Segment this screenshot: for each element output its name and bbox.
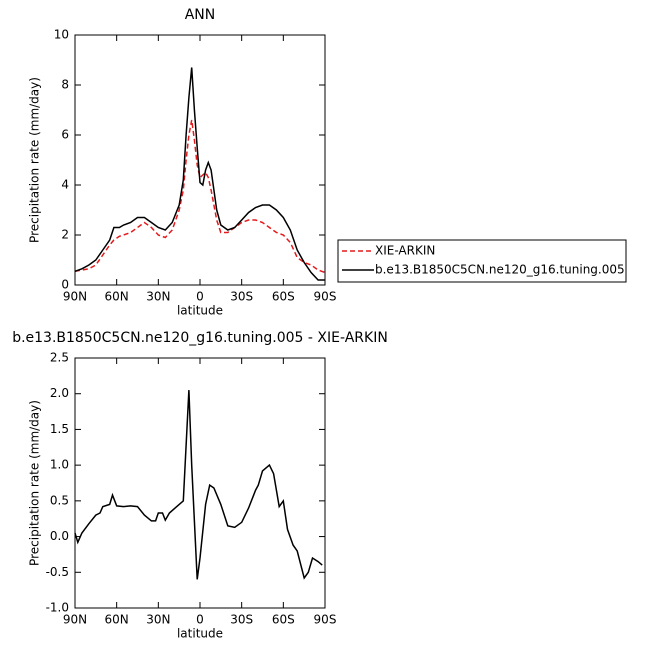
plot-frame xyxy=(74,34,326,286)
y-axis-label: Precipitation rate (mm/day) xyxy=(28,400,42,566)
y-tick-label: 6 xyxy=(61,128,69,142)
data-line xyxy=(74,390,323,580)
y-axis-label: Precipitation rate (mm/day) xyxy=(28,77,42,243)
x-tick-label: 60N xyxy=(105,290,129,304)
x-tick-label: 30S xyxy=(230,290,253,304)
legend-box xyxy=(337,239,627,283)
x-tick-label: 60S xyxy=(272,613,295,627)
y-tick-label: 2.0 xyxy=(50,386,69,400)
legend-label: b.e13.B1850C5CN.ne120_g16.tuning.005 xyxy=(375,263,625,277)
x-tick-label: 60S xyxy=(272,290,295,304)
y-tick-label: 2.5 xyxy=(50,351,69,365)
chart-title: ANN xyxy=(185,7,216,23)
data-line xyxy=(74,119,326,274)
y-tick-label: 10 xyxy=(54,28,69,42)
plot-frame xyxy=(74,357,326,609)
y-tick-label: 8 xyxy=(61,78,69,92)
chart-title: b.e13.B1850C5CN.ne120_g16.tuning.005 - X… xyxy=(12,330,388,346)
x-tick-label: 30S xyxy=(230,613,253,627)
y-tick-label: 0 xyxy=(61,278,69,292)
legend-label: XIE-ARKIN xyxy=(375,244,435,258)
y-tick-label: 0.5 xyxy=(50,493,69,507)
y-tick-label: 0.0 xyxy=(50,529,69,543)
y-tick-label: 2 xyxy=(61,228,69,242)
y-tick-label: -1.0 xyxy=(46,601,69,615)
x-tick-label: 0 xyxy=(196,613,204,627)
y-tick-label: 4 xyxy=(61,178,69,192)
x-tick-label: 30N xyxy=(146,613,170,627)
y-tick-label: 1.0 xyxy=(50,458,69,472)
x-axis-label: latitude xyxy=(177,304,223,318)
x-tick-label: 90N xyxy=(63,613,87,627)
y-tick-label: 1.5 xyxy=(50,422,69,436)
x-tick-label: 0 xyxy=(196,290,204,304)
x-tick-label: 90S xyxy=(314,290,337,304)
y-tick-label: -0.5 xyxy=(46,565,69,579)
x-axis-label: latitude xyxy=(177,627,223,641)
x-tick-label: 60N xyxy=(105,613,129,627)
x-tick-label: 90N xyxy=(63,290,87,304)
data-line xyxy=(74,67,325,281)
x-tick-label: 90S xyxy=(314,613,337,627)
x-tick-label: 30N xyxy=(146,290,170,304)
